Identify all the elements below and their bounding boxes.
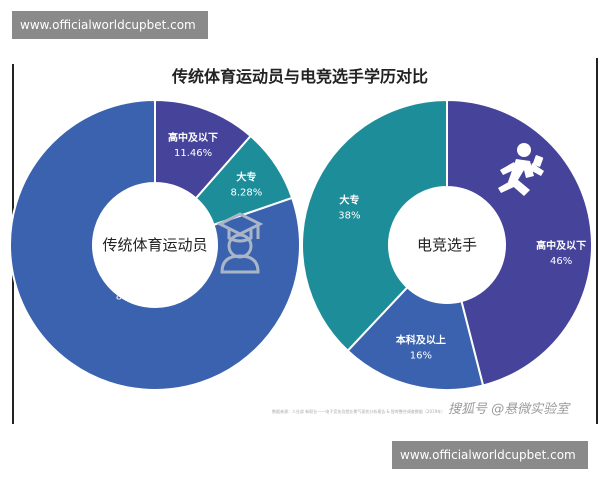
slice-value: 80.26%	[116, 291, 154, 302]
donut-center-label: 电竞选手	[417, 236, 477, 254]
slice-label: 高中及以下	[168, 131, 218, 144]
slice-label: 大专	[339, 193, 359, 206]
chart-title: 传统体育运动员与电竞选手学历对比	[171, 67, 428, 86]
watermark-top[interactable]: www.officialworldcupbet.com	[12, 11, 208, 39]
graduate-icon	[216, 212, 264, 274]
slice-label: 本科及以上	[396, 334, 446, 347]
donut-chart-athletes: 高中及以下 11.46% 大专 8.28% 本科及以上 80.26% 传统体育运动员	[9, 98, 301, 391]
signature: 搜狐号 @悬微实验室	[448, 402, 570, 417]
donut-slice-2	[301, 98, 448, 353]
slice-value: 16%	[410, 351, 432, 362]
slice-label: 本科及以上	[110, 274, 160, 287]
slice-label: 大专	[236, 171, 256, 184]
frame-line-right	[596, 58, 598, 424]
slice-label: 高中及以下	[536, 239, 586, 252]
watermark-bottom[interactable]: www.officialworldcupbet.com	[392, 441, 588, 469]
donut-chart-esports: 高中及以下 46% 本科及以上 16% 大专 38% 电竞选手	[301, 98, 593, 391]
donut-slice-2	[9, 98, 301, 391]
donut-slice-0	[446, 98, 593, 387]
slice-value: 38%	[338, 210, 360, 221]
slice-value: 11.46%	[174, 148, 212, 159]
donut-slice-1	[346, 285, 485, 391]
donut-center-label: 传统体育运动员	[102, 236, 207, 254]
source-note: 数据来源：人社部 新职业——电子竞技员就业景气现状分析报告 & 智库整合调查数据…	[272, 409, 446, 414]
slice-value: 8.28%	[230, 188, 262, 199]
runner-icon	[498, 143, 544, 196]
slice-value: 46%	[550, 256, 572, 267]
